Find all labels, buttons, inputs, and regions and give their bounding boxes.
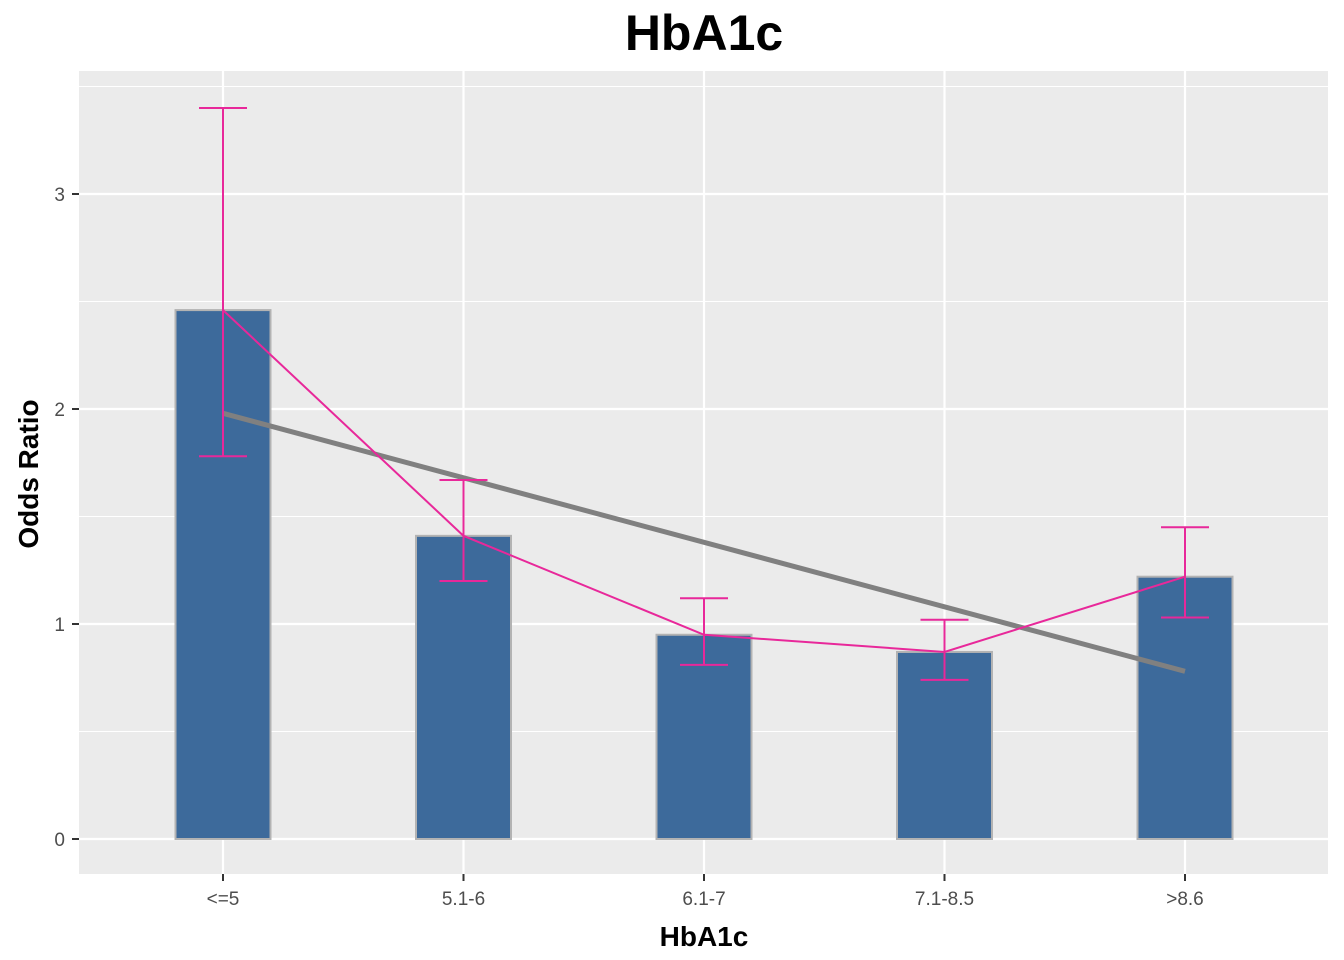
x-tick-label: 5.1-6 xyxy=(442,889,485,910)
y-tick-label: 3 xyxy=(54,185,65,206)
error-bar xyxy=(920,618,969,681)
bar xyxy=(655,633,753,840)
error-bar xyxy=(439,478,488,582)
error-bar-layer xyxy=(199,107,1209,681)
grid-layer xyxy=(79,71,1328,874)
error-bar xyxy=(199,107,247,458)
y-tick-label: 1 xyxy=(54,615,65,636)
bar xyxy=(896,650,993,841)
x-axis: <=5 5.1-6 6.1-7 7.1-8.5 >8.6 xyxy=(207,874,1204,910)
x-tick-label: 6.1-7 xyxy=(682,889,725,910)
trend-layer xyxy=(222,410,1186,674)
x-axis-title: HbA1c xyxy=(660,921,749,952)
x-tick-label: >8.6 xyxy=(1166,889,1204,910)
bar xyxy=(1136,575,1234,840)
chart-title: HbA1c xyxy=(624,5,784,61)
error-bar xyxy=(680,597,728,666)
x-tick-label: 7.1-8.5 xyxy=(915,889,974,910)
y-axis-title: Odds Ratio xyxy=(13,399,44,548)
bar xyxy=(415,534,512,840)
error-bar xyxy=(1161,526,1209,619)
y-axis: 0 1 2 3 xyxy=(54,185,79,851)
trend-line xyxy=(222,410,1186,674)
x-tick-label: <=5 xyxy=(207,889,240,910)
y-tick-label: 2 xyxy=(54,400,65,421)
y-tick-label: 0 xyxy=(54,830,65,851)
